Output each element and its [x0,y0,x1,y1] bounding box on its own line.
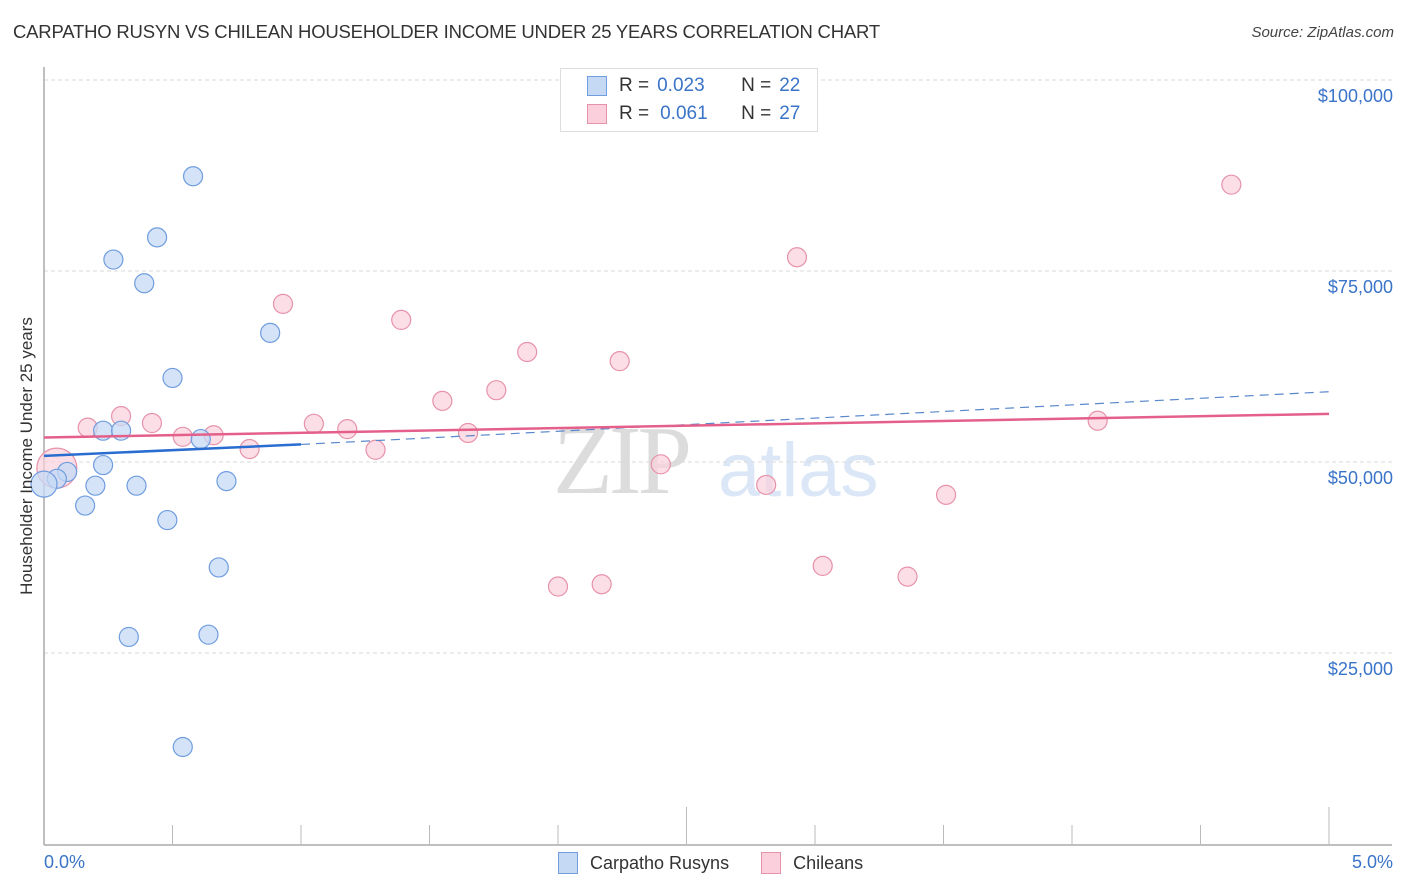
carpatho-rusyns-point[interactable] [126,475,147,496]
y-axis-label: Householder Income Under 25 years [17,317,36,595]
carpatho-rusyns-point[interactable] [30,470,58,498]
trend-lines [43,391,1330,458]
chileans-trend-line [43,412,1330,439]
blue-swatch-icon [558,852,578,874]
carpatho-rusyns-point[interactable] [75,495,96,516]
chileans-point[interactable] [172,426,193,447]
legend-item-carpatho-rusyns[interactable]: Carpatho Rusyns [558,852,729,874]
carpatho-rusyns-point[interactable] [260,322,281,343]
carpatho-rusyns-point[interactable] [190,428,211,450]
chileans-point[interactable] [457,422,479,444]
chileans-point[interactable] [1087,410,1108,431]
carpatho-rusyns-point[interactable] [93,454,114,476]
chileans-point[interactable] [141,412,163,434]
source-label: Source: ZipAtlas.com [1251,24,1394,41]
carpatho-rusyns-point[interactable] [157,509,178,531]
legend-r-value: 0.061 [660,103,708,124]
y-tick-50000: $50,000 [1327,468,1393,488]
chileans-point[interactable] [432,390,453,411]
legend-n-label: N = [741,75,772,96]
chileans-point[interactable] [337,419,358,440]
y-tick-100000: $100,000 [1317,86,1393,106]
pink-swatch-icon [761,852,782,874]
chileans-point[interactable] [650,454,671,475]
legend-row-chileans: R = 0.061 N = 27 [587,102,800,126]
chileans-point[interactable] [303,413,324,434]
legend-r-label: R = [619,103,650,124]
carpatho-rusyns-trend-extension [300,391,1330,446]
legend-n-label: N = [741,103,772,124]
legend-n-value: 27 [779,103,801,124]
gridlines [44,79,1392,654]
chileans-point[interactable] [1221,174,1242,195]
carpatho-rusyns-point[interactable] [172,736,193,758]
x-tick-min: 0.0% [44,852,86,872]
x-tick-max: 5.0% [1351,852,1393,872]
legend-item-label: Carpatho Rusyns [590,852,730,873]
watermark-atlas: atlas [718,428,879,513]
chileans-point[interactable] [812,555,833,577]
legend-r-value: 0.023 [657,75,705,96]
chileans-point[interactable] [609,351,630,372]
chileans-point[interactable] [272,293,294,314]
legend-r-label: R = [619,75,650,96]
series-chileans-points [36,174,1242,597]
legend-row-carpatho-rusyns: R = 0.023 N = 22 [587,74,800,98]
series-carpatho-rusyns-points [30,166,281,758]
chart-title: CARPATHO RUSYN VS CHILEAN HOUSEHOLDER IN… [13,21,880,42]
legend-item-label: Chileans [793,852,864,873]
carpatho-rusyns-point[interactable] [198,624,219,645]
legend-item-chileans[interactable]: Chileans [761,852,863,874]
y-tick-25000: $25,000 [1327,659,1393,679]
carpatho-rusyns-point[interactable] [103,249,124,270]
legend-n-value: 22 [779,75,801,96]
pink-swatch-icon [587,104,607,124]
carpatho-rusyns-point[interactable] [162,367,183,389]
chileans-point[interactable] [486,380,507,401]
chileans-point[interactable] [391,309,412,330]
correlation-legend: R = 0.023 N = 22 R = 0.061 N = 27 [560,68,818,132]
carpatho-rusyns-trend-line [43,443,302,458]
chileans-point[interactable] [547,576,569,597]
carpatho-rusyns-point[interactable] [118,626,139,648]
carpatho-rusyns-point[interactable] [134,273,155,294]
chileans-point[interactable] [591,574,612,595]
chileans-point[interactable] [517,341,538,363]
carpatho-rusyns-point[interactable] [208,557,229,578]
chileans-point[interactable] [756,474,777,496]
y-tick-75000: $75,000 [1327,277,1393,297]
carpatho-rusyns-point[interactable] [146,227,168,248]
chileans-point[interactable] [786,247,808,268]
chileans-point[interactable] [365,439,386,460]
carpatho-rusyns-point[interactable] [216,471,237,492]
blue-swatch-icon [587,76,607,96]
carpatho-rusyns-point[interactable] [85,475,106,496]
chileans-point[interactable] [897,566,918,587]
chileans-point[interactable] [935,484,957,505]
carpatho-rusyns-point[interactable] [182,166,204,187]
chileans-point[interactable] [239,438,260,460]
series-legend: Carpatho Rusyns Chileans [558,852,895,874]
